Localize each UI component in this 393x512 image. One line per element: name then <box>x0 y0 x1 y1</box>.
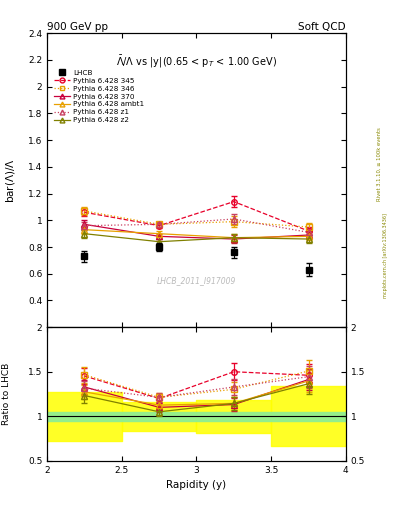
Text: 900 GeV pp: 900 GeV pp <box>47 22 108 32</box>
Text: Rivet 3.1.10, ≥ 100k events: Rivet 3.1.10, ≥ 100k events <box>377 127 382 201</box>
Text: mcplots.cern.ch [arXiv:1306.3436]: mcplots.cern.ch [arXiv:1306.3436] <box>383 214 387 298</box>
Text: Soft QCD: Soft QCD <box>298 22 346 32</box>
Text: LHCB_2011_I917009: LHCB_2011_I917009 <box>157 275 236 285</box>
Y-axis label: bar($\Lambda$)/$\Lambda$: bar($\Lambda$)/$\Lambda$ <box>4 158 17 203</box>
Text: $\bar{\Lambda}/\Lambda$ vs |y|(0.65 < p$_T$ < 1.00 GeV): $\bar{\Lambda}/\Lambda$ vs |y|(0.65 < p$… <box>116 54 277 70</box>
Legend: LHCB, Pythia 6.428 345, Pythia 6.428 346, Pythia 6.428 370, Pythia 6.428 ambt1, : LHCB, Pythia 6.428 345, Pythia 6.428 346… <box>54 69 145 124</box>
X-axis label: Rapidity (y): Rapidity (y) <box>167 480 226 490</box>
Y-axis label: Ratio to LHCB: Ratio to LHCB <box>2 363 11 425</box>
